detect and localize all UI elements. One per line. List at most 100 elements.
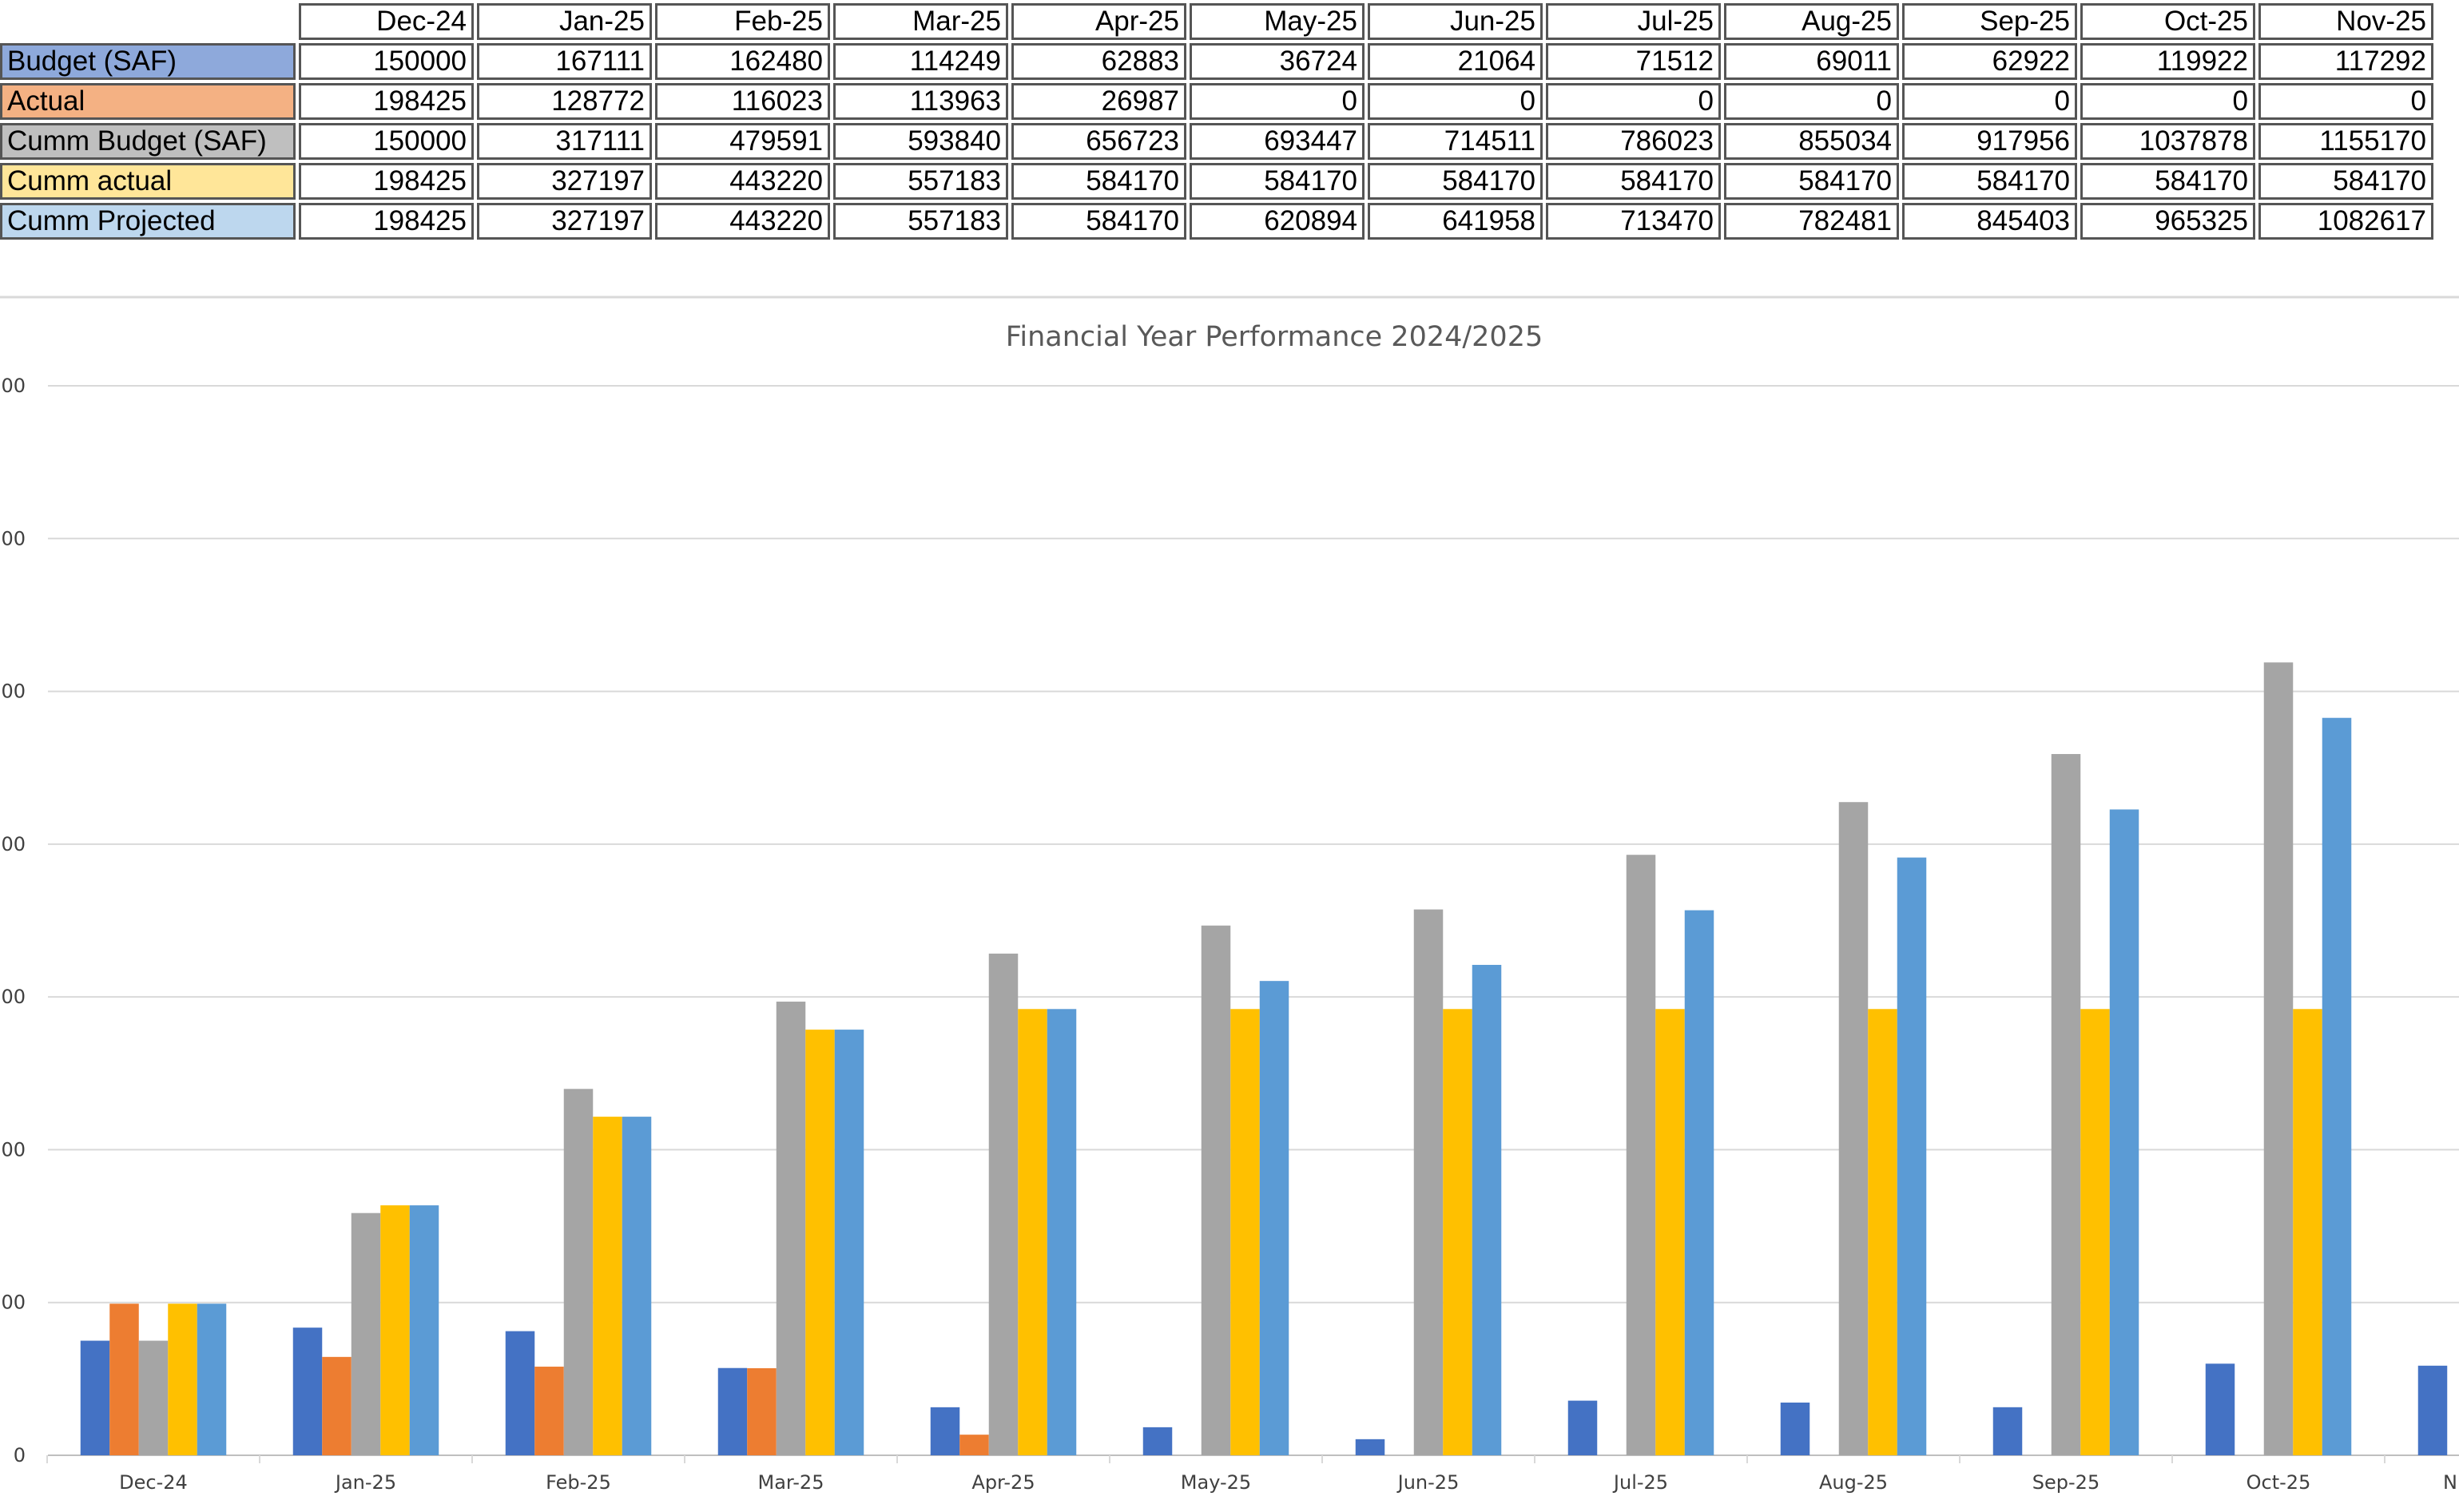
- y-tick-label: 00: [1, 375, 26, 397]
- table-cell: 198425: [299, 203, 474, 240]
- x-tick-label: Oct-25: [2246, 1471, 2311, 1494]
- table-cell: 845403: [1902, 203, 2077, 240]
- bar: [2080, 1009, 2110, 1455]
- bar: [322, 1356, 352, 1455]
- table-cell: 584170: [1368, 163, 1543, 200]
- table-cell: 36724: [1190, 43, 1365, 80]
- table-cell: 0: [1902, 83, 2077, 120]
- x-tick-label: Aug-25: [1819, 1471, 1888, 1494]
- bar: [1230, 1009, 1260, 1455]
- row-label: Budget (SAF): [0, 43, 296, 80]
- bar: [1443, 1009, 1472, 1455]
- table-cell: 557183: [833, 203, 1008, 240]
- bar: [138, 1340, 169, 1455]
- table-cell: 641958: [1368, 203, 1543, 240]
- table-cell: 1037878: [2080, 123, 2255, 160]
- table-header-row: Dec-24 Jan-25 Feb-25 Mar-25 Apr-25 May-25 Jun-…: [0, 3, 2433, 40]
- bar: [563, 1089, 594, 1455]
- table-cell: 128772: [477, 83, 652, 120]
- table-cell: 782481: [1724, 203, 1899, 240]
- table-cell: 786023: [1546, 123, 1721, 160]
- table-cell: 693447: [1190, 123, 1365, 160]
- data-table-container: Dec-24 Jan-25 Feb-25 Mar-25 Apr-25 May-25 Jun-…: [0, 0, 2459, 243]
- bar: [1413, 909, 1444, 1455]
- month-header: Aug-25: [1724, 3, 1899, 40]
- bar: [1047, 1009, 1077, 1455]
- month-header: Jan-25: [477, 3, 652, 40]
- row-label: Cumm Projected: [0, 203, 296, 240]
- bar: [168, 1304, 197, 1455]
- table-cell: 584170: [1190, 163, 1365, 200]
- bar: [534, 1367, 564, 1455]
- month-header: Oct-25: [2080, 3, 2255, 40]
- table-cell: 167111: [477, 43, 652, 80]
- bar: [197, 1304, 227, 1455]
- data-table: Dec-24 Jan-25 Feb-25 Mar-25 Apr-25 May-25 Jun-…: [0, 0, 2437, 243]
- table-row: Cumm Budget (SAF) 150000 317111 479591 59384…: [0, 123, 2433, 160]
- bar: [593, 1117, 622, 1455]
- bar: [1868, 1009, 1897, 1455]
- table-cell: 714511: [1368, 123, 1543, 160]
- table-cell: 1155170: [2258, 123, 2433, 160]
- table-cell: 150000: [299, 43, 474, 80]
- bar: [622, 1117, 652, 1455]
- bar: [1567, 1400, 1598, 1455]
- month-header: May-25: [1190, 3, 1365, 40]
- bar: [292, 1327, 323, 1455]
- bar: [930, 1407, 960, 1455]
- table-cell: 117292: [2258, 43, 2433, 80]
- table-row: Actual 198425 128772 116023 113963 26987 0 0 0 0 0…: [0, 83, 2433, 120]
- y-tick-label: 00: [1, 986, 26, 1008]
- table-cell: 0: [1546, 83, 1721, 120]
- bar: [1780, 1402, 1810, 1455]
- bar: [109, 1304, 139, 1455]
- bar: [1897, 857, 1927, 1455]
- table-cell: 0: [1190, 83, 1365, 120]
- bar: [1626, 855, 1656, 1455]
- bar: [776, 1002, 806, 1455]
- table-cell: 479591: [655, 123, 830, 160]
- y-tick-label: 00: [1, 1138, 26, 1161]
- table-cell: 114249: [833, 43, 1008, 80]
- bar: [1472, 965, 1502, 1455]
- table-cell: 0: [1368, 83, 1543, 120]
- table-cell: 162480: [655, 43, 830, 80]
- table-cell: 0: [1724, 83, 1899, 120]
- month-header: Apr-25: [1011, 3, 1186, 40]
- bar: [80, 1340, 110, 1455]
- table-cell: 443220: [655, 163, 830, 200]
- y-tick-label: 00: [1, 833, 26, 855]
- row-label: Actual: [0, 83, 296, 120]
- bar: [1142, 1427, 1173, 1455]
- table-cell: 0: [2258, 83, 2433, 120]
- bars: [80, 662, 2448, 1455]
- table-cell: 584170: [2258, 163, 2433, 200]
- x-tick-label: N: [2443, 1471, 2457, 1494]
- bar: [1201, 925, 1231, 1455]
- month-header: Mar-25: [833, 3, 1008, 40]
- table-cell: 584170: [2080, 163, 2255, 200]
- table-cell: 917956: [1902, 123, 2077, 160]
- bar: [2322, 717, 2352, 1455]
- table-cell: 198425: [299, 83, 474, 120]
- bar: [1684, 910, 1714, 1455]
- y-tick-label: 0: [14, 1444, 26, 1466]
- table-cell: 62883: [1011, 43, 1186, 80]
- month-header: Jul-25: [1546, 3, 1721, 40]
- table-cell: 327197: [477, 163, 652, 200]
- bar: [2205, 1363, 2235, 1455]
- x-tick-label: Jun-25: [1396, 1471, 1460, 1494]
- bar: [717, 1367, 748, 1455]
- bar: [747, 1368, 777, 1455]
- month-header: Nov-25: [2258, 3, 2433, 40]
- x-tick-label: Feb-25: [546, 1471, 611, 1494]
- table-cell: 150000: [299, 123, 474, 160]
- table-cell: 557183: [833, 163, 1008, 200]
- table-cell: 21064: [1368, 43, 1543, 80]
- table-cell: 593840: [833, 123, 1008, 160]
- x-tick-label: Mar-25: [758, 1471, 824, 1494]
- table-cell: 584170: [1546, 163, 1721, 200]
- table-cell: 116023: [655, 83, 830, 120]
- table-cell: 584170: [1902, 163, 2077, 200]
